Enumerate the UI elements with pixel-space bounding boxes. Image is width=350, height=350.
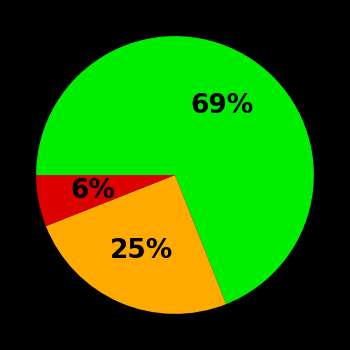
Wedge shape (36, 175, 175, 226)
Text: 6%: 6% (71, 177, 116, 204)
Text: 25%: 25% (110, 238, 174, 265)
Wedge shape (46, 175, 226, 314)
Wedge shape (36, 36, 314, 304)
Text: 69%: 69% (190, 93, 253, 119)
